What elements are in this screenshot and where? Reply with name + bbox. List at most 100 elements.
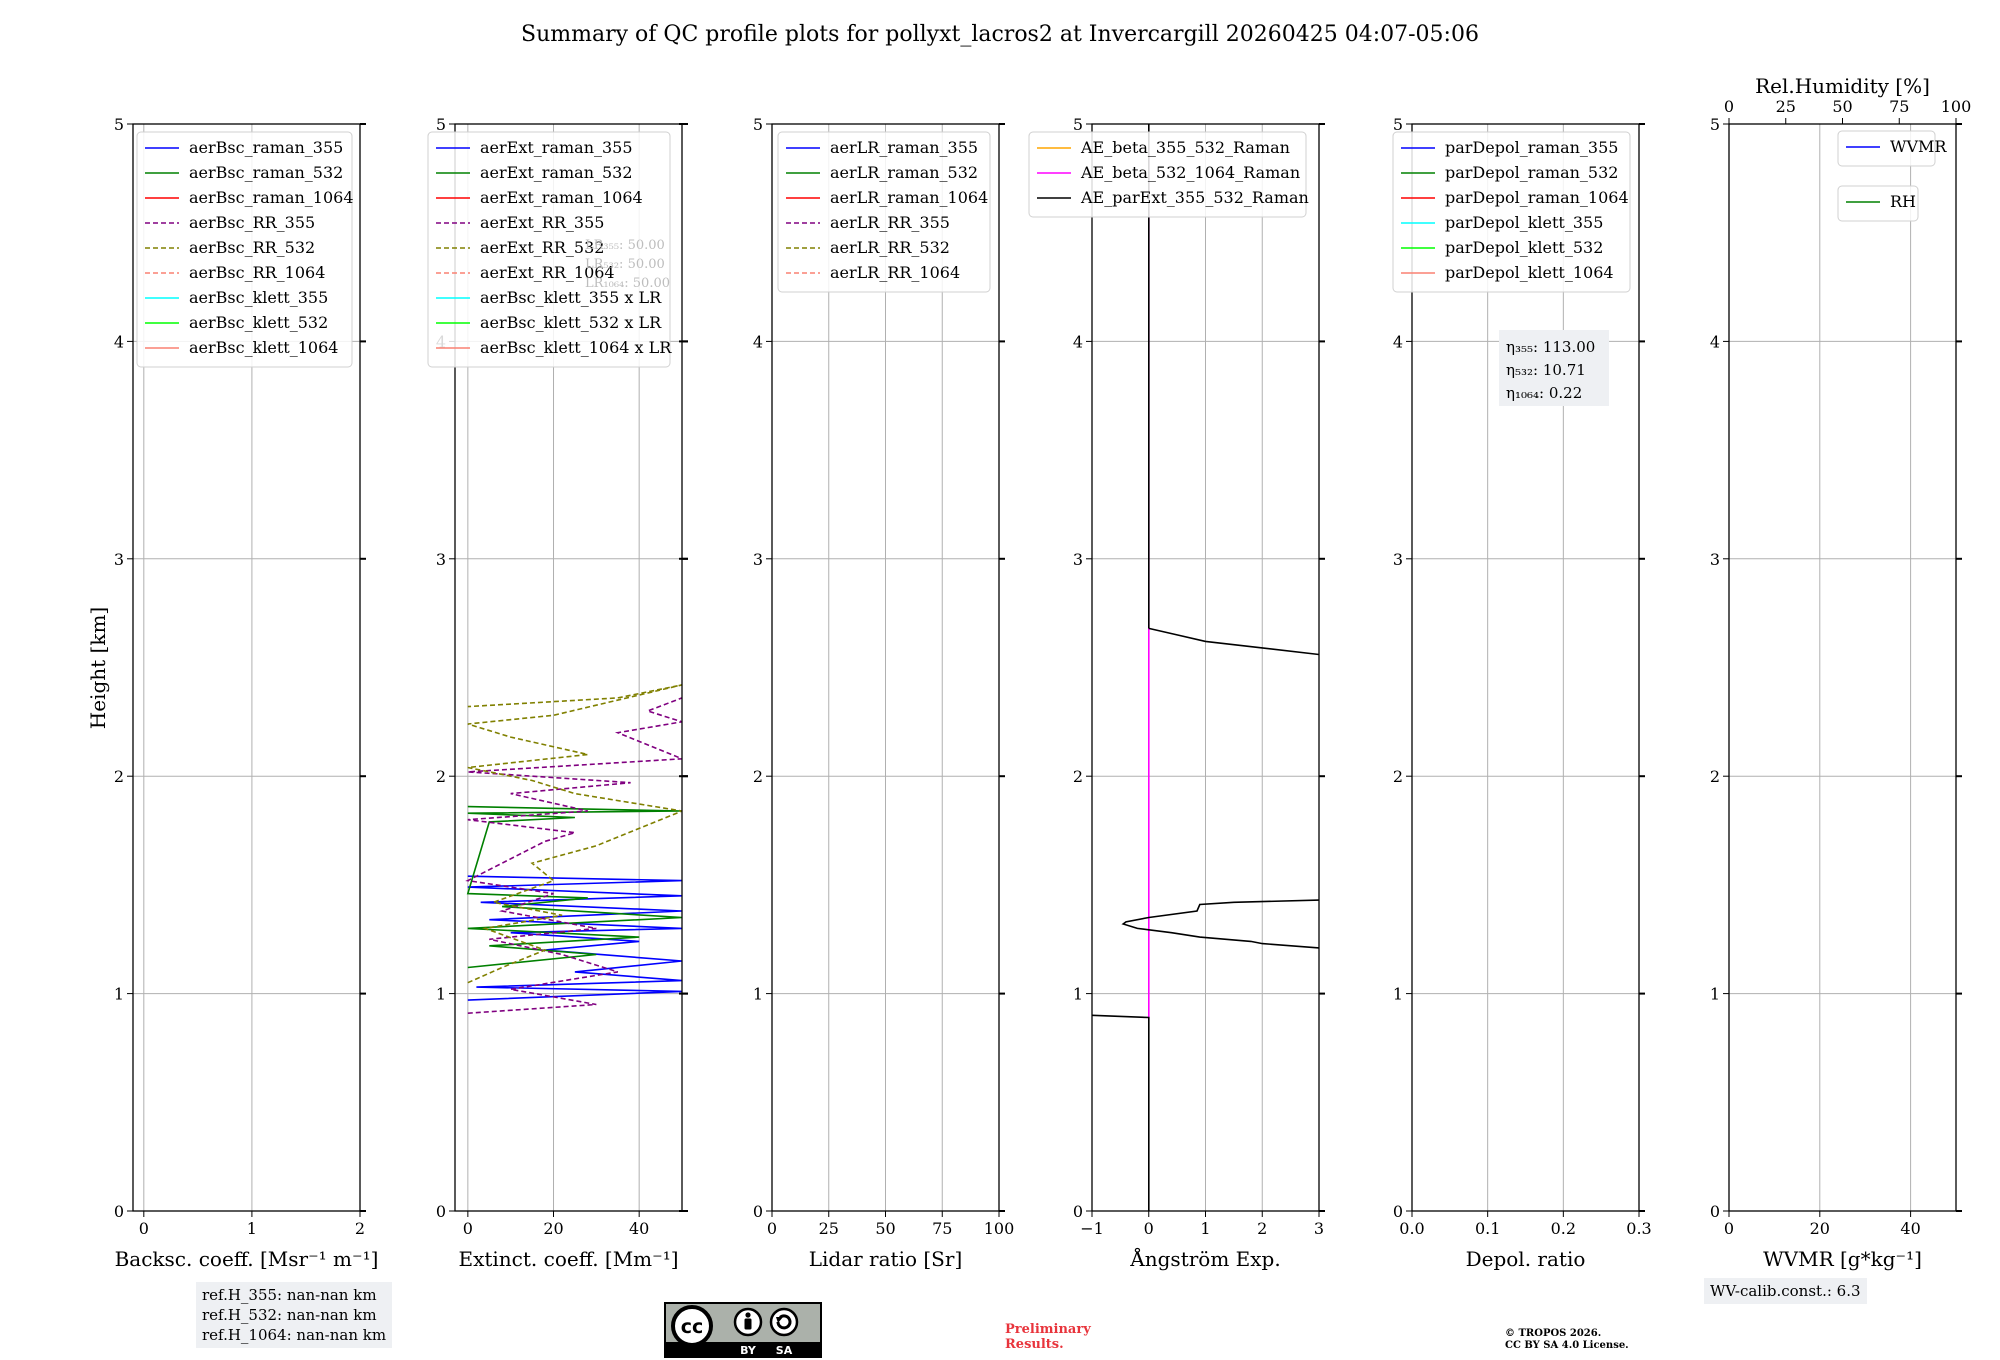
x-tick-label: 20 <box>543 1219 563 1238</box>
legend-label-parDepol_raman_532: parDepol_raman_532 <box>1445 163 1618 182</box>
y-tick-label: 0 <box>436 1202 446 1221</box>
x-tick-label: 0.0 <box>1399 1219 1424 1238</box>
y-tick-label: 0 <box>1393 1202 1403 1221</box>
legend-label-AE_parExt_355_532_Raman: AE_parExt_355_532_Raman <box>1080 188 1309 207</box>
legend-label-aerLR_raman_355: aerLR_raman_355 <box>830 138 978 157</box>
x-tick-label: 40 <box>629 1219 649 1238</box>
x-tick-label: 2 <box>1257 1219 1267 1238</box>
panel-lidar_ratio: 0 25 50 75 100 0 1 2 3 4 5 Lidar ratio [Sr] aerLR_ra… <box>753 115 1014 1271</box>
preliminary-line-1: Preliminary <box>1005 1322 1091 1337</box>
cc-logo-icon <box>671 1305 713 1347</box>
legend-label-aerBsc_RR_532: aerBsc_RR_532 <box>189 238 315 257</box>
legend-label-RH: RH <box>1890 192 1916 211</box>
y-tick-label: 1 <box>114 985 124 1004</box>
axes-frame <box>1411 123 1640 1212</box>
y-tick-label: 4 <box>114 332 124 351</box>
x-tick-label: 0 <box>463 1219 473 1238</box>
share-alike-icon <box>769 1307 799 1337</box>
wv-calibration-box: WV-calib.const.: 6.3 <box>1704 1278 1867 1304</box>
legend-label-aerExt_RR_355: aerExt_RR_355 <box>480 213 604 232</box>
x-axis-label: WVMR [g*kg⁻¹] <box>1763 1247 1922 1271</box>
x-tick-label: 3 <box>1314 1219 1324 1238</box>
legend-label-parDepol_raman_1064: parDepol_raman_1064 <box>1445 188 1629 207</box>
legend-label-AE_beta_532_1064_Raman: AE_beta_532_1064_Raman <box>1080 163 1300 182</box>
x-tick-label: 75 <box>932 1219 952 1238</box>
legend-rh: RH <box>1837 185 1919 222</box>
series-line-AE_parExt_355_532_Raman-0 <box>1092 1014 1150 1211</box>
eta-annotation: η₅₃₂: 10.71 <box>1506 361 1586 379</box>
badge-by-label: BY <box>740 1344 757 1357</box>
legend-label-aerBsc_klett_1064: aerBsc_klett_1064 <box>189 338 338 357</box>
legend-label-aerBsc_klett_355: aerBsc_klett_355 <box>189 288 328 307</box>
x-tick-label: 40 <box>1900 1219 1920 1238</box>
x-tick-label: 0 <box>1724 1219 1734 1238</box>
legend-label-aerLR_raman_1064: aerLR_raman_1064 <box>830 188 988 207</box>
x-tick-label: 0 <box>1144 1219 1154 1238</box>
y-tick-label: 4 <box>1710 332 1720 351</box>
legend-label-parDepol_klett_1064: parDepol_klett_1064 <box>1445 263 1614 282</box>
y-tick-label: 4 <box>1073 332 1083 351</box>
legend-label-AE_beta_355_532_Raman: AE_beta_355_532_Raman <box>1080 138 1290 157</box>
eta-annotation: η₁₀₆₄: 0.22 <box>1506 384 1582 402</box>
y-tick-label: 5 <box>1073 115 1083 134</box>
panel-extinction: 02040012345Extinct. coeff. [Mm⁻¹]aerExt_… <box>427 115 688 1271</box>
panel-backscatter: 0 1 2 0 1 2 3 4 5 Backsc. coeff. [Msr⁻¹ m⁻¹] aerBs… <box>114 115 379 1271</box>
eta-annotation: η₃₅₅: 113.00 <box>1506 338 1595 356</box>
y-tick-label: 1 <box>753 985 763 1004</box>
x-tick-label: 1 <box>1200 1219 1210 1238</box>
badge-sa-label: SA <box>776 1344 793 1357</box>
y-tick-label: 0 <box>114 1202 124 1221</box>
legend-frame <box>777 131 991 293</box>
copyright-line-2: CC BY SA 4.0 License. <box>1505 1340 1629 1351</box>
y-tick-label: 5 <box>436 115 446 134</box>
legend-label-aerBsc_RR_1064: aerBsc_RR_1064 <box>189 263 325 282</box>
y-tick-label: 4 <box>1393 332 1403 351</box>
preliminary-note: Preliminary Results. <box>1005 1322 1091 1352</box>
x-axis-label: Lidar ratio [Sr] <box>809 1247 963 1271</box>
y-tick-label: 3 <box>436 550 446 569</box>
x-tick-label: 1 <box>247 1219 257 1238</box>
lidar-ratio-annotation: LR₃₅₅: 50.00 <box>585 238 665 253</box>
x-axis-label: Ångström Exp. <box>1129 1246 1280 1271</box>
legend: WVMR <box>1837 130 1947 167</box>
y-tick-label: 1 <box>1710 985 1720 1004</box>
cc-by-sa-badge: cc BY SA <box>664 1302 822 1358</box>
y-tick-label: 1 <box>436 985 446 1004</box>
wv-calibration-text: WV-calib.const.: 6.3 <box>1710 1282 1861 1300</box>
x-axis-label: Depol. ratio <box>1466 1247 1586 1271</box>
legend-label-aerBsc_klett_532 x LR: aerBsc_klett_532 x LR <box>480 313 662 332</box>
eta-annotation-box <box>1499 330 1609 406</box>
legend: aerBsc_raman_355 aerBsc_raman_532 aerBsc_r… <box>136 131 354 368</box>
ref-height-1064: ref.H_1064: nan-nan km <box>202 1326 387 1344</box>
x-tick-label: 50 <box>875 1219 895 1238</box>
x-tick-label: 25 <box>819 1219 839 1238</box>
legend-label-aerLR_raman_532: aerLR_raman_532 <box>830 163 978 182</box>
preliminary-line-2: Results. <box>1005 1337 1064 1352</box>
x-tick-label: 2 <box>355 1219 365 1238</box>
top-tick-label: 50 <box>1832 97 1852 116</box>
y-tick-label: 3 <box>1710 550 1720 569</box>
top-tick-label: 25 <box>1776 97 1796 116</box>
legend-frame <box>427 131 671 368</box>
y-tick-label: 5 <box>753 115 763 134</box>
x-tick-label: 20 <box>1810 1219 1830 1238</box>
series-line-aerExt_raman_532 <box>466 805 682 969</box>
y-tick-label: 0 <box>753 1202 763 1221</box>
share-alike-arrowhead <box>776 1317 783 1323</box>
series-line-aerExt_RR_532 <box>467 684 682 984</box>
legend-frame <box>1837 130 1936 167</box>
y-axis-label: Height [km] <box>86 607 110 729</box>
copyright-note: © TROPOS 2026. CC BY SA 4.0 License. <box>1505 1328 1629 1352</box>
y-tick-label: 2 <box>1393 767 1403 786</box>
x-tick-label: −1 <box>1080 1219 1104 1238</box>
lidar-ratio-annotation: LR₅₃₂: 50.00 <box>585 257 665 272</box>
x-axis-label: Extinct. coeff. [Mm⁻¹] <box>458 1247 678 1271</box>
legend-label-aerBsc_klett_355 x LR: aerBsc_klett_355 x LR <box>480 288 662 307</box>
top-axis-label: Rel.Humidity [%] <box>1755 74 1930 98</box>
y-tick-label: 4 <box>753 332 763 351</box>
x-tick-label: 0 <box>767 1219 777 1238</box>
series-line-AE_parExt_355_532_Raman-2 <box>1148 627 1319 656</box>
legend-label-WVMR: WVMR <box>1890 137 1947 156</box>
series-group <box>465 684 682 1014</box>
axes-frame <box>1728 123 1957 1212</box>
